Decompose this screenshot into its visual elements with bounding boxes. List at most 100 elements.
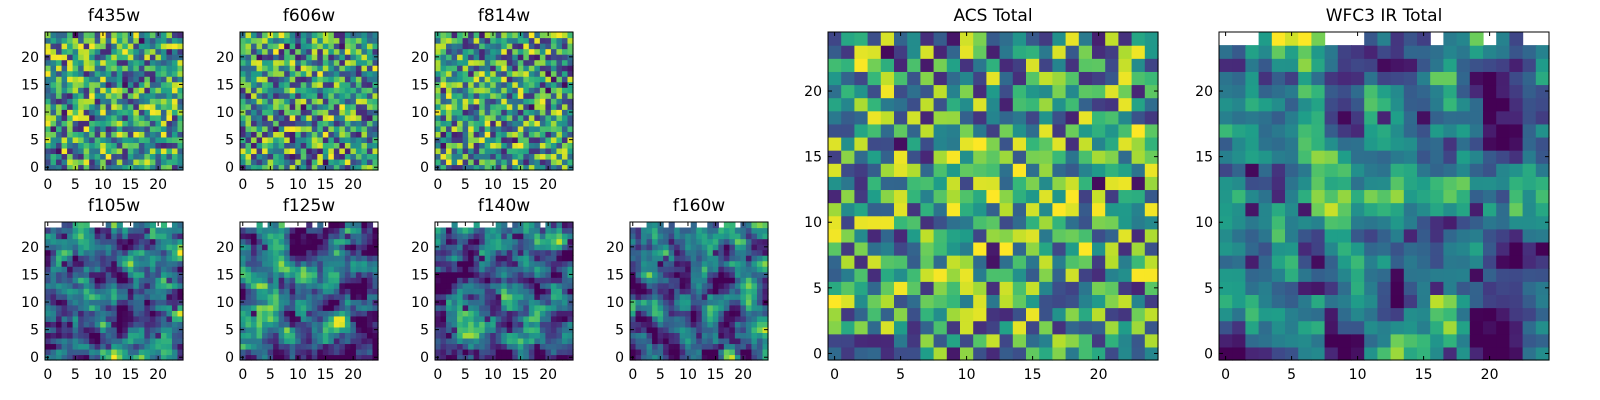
heatmap-cell — [72, 125, 79, 132]
heatmap-cell — [273, 288, 280, 295]
heatmap-cell — [490, 37, 497, 44]
heatmap-cell — [111, 321, 118, 328]
heatmap-cell — [561, 244, 569, 251]
heatmap-cell — [251, 158, 258, 166]
heatmap-cell — [273, 48, 280, 55]
heatmap-cell — [56, 337, 63, 345]
heatmap-cell — [83, 103, 90, 110]
heatmap-cell — [105, 81, 112, 88]
heatmap-cell — [501, 48, 508, 55]
heatmap-cell — [729, 266, 736, 273]
heatmap-cell — [1105, 241, 1119, 256]
heatmap-cell — [756, 282, 764, 289]
heatmap-cell — [122, 65, 129, 72]
heatmap-cell — [751, 282, 758, 289]
heatmap-cell — [94, 227, 101, 234]
heatmap-cell — [501, 277, 508, 284]
heatmap-cell — [567, 310, 574, 317]
heatmap-cell — [100, 321, 107, 328]
heatmap-cell — [267, 43, 274, 50]
heatmap-cell — [111, 277, 118, 284]
heatmap-cell — [333, 260, 340, 267]
heatmap-cell — [440, 293, 447, 300]
heatmap-cell — [550, 48, 558, 55]
heatmap-cell — [50, 87, 57, 94]
heatmap-cell — [495, 315, 502, 322]
heatmap-cell — [262, 114, 269, 121]
heatmap-cell — [545, 136, 552, 143]
heatmap-cell — [344, 233, 351, 240]
heatmap-cell — [251, 125, 258, 132]
heatmap-cell — [306, 271, 313, 278]
heatmap-cell — [751, 244, 758, 251]
heatmap-cell — [960, 176, 974, 191]
heatmap-cell — [245, 337, 252, 345]
heatmap-cell — [273, 299, 280, 306]
heatmap-cell — [685, 249, 692, 256]
heatmap-cell — [61, 249, 68, 256]
heatmap-cell — [94, 299, 101, 306]
heatmap-cell — [67, 43, 74, 50]
heatmap-cell — [729, 238, 736, 245]
heatmap-cell — [528, 120, 535, 127]
heatmap-cell — [155, 81, 162, 88]
heatmap-cell — [707, 299, 714, 306]
heatmap-cell — [245, 103, 252, 110]
heatmap-cell — [685, 337, 692, 345]
heatmap-cell — [166, 277, 173, 284]
heatmap-cell — [729, 277, 736, 284]
heatmap-cell — [83, 125, 90, 132]
heatmap-cell — [328, 147, 335, 155]
x-tick-label: 15 — [512, 367, 530, 383]
heatmap-cell — [144, 136, 151, 143]
heatmap-cell — [663, 310, 670, 317]
heatmap-cell — [512, 37, 519, 44]
heatmap-cell — [322, 282, 329, 289]
heatmap-cell — [495, 260, 502, 267]
heatmap-cell — [350, 131, 357, 138]
heatmap-cell — [366, 158, 374, 166]
heatmap-cell — [729, 299, 736, 306]
heatmap-cell — [679, 337, 686, 345]
heatmap-cell — [534, 233, 541, 240]
heatmap-cell — [133, 131, 140, 138]
heatmap-cell — [94, 98, 101, 105]
heatmap-cell — [105, 288, 112, 295]
heatmap-cell — [462, 310, 469, 317]
heatmap-cell — [894, 215, 908, 230]
heatmap-cell — [166, 43, 173, 50]
heatmap-cell — [762, 288, 769, 295]
heatmap-cell — [561, 354, 569, 361]
heatmap-cell — [61, 326, 68, 333]
heatmap-cell — [289, 147, 296, 155]
heatmap-cell — [663, 277, 670, 284]
heatmap-cell — [756, 255, 764, 262]
heatmap-cell — [751, 299, 758, 306]
heatmap-cell — [506, 271, 513, 278]
heatmap-cell — [652, 337, 659, 345]
heatmap-cell — [256, 131, 263, 138]
heatmap-cell — [322, 114, 329, 121]
heatmap-cell — [506, 43, 513, 50]
heatmap-cell — [999, 320, 1014, 335]
heatmap-cell — [89, 238, 96, 245]
heatmap-cell — [512, 277, 519, 284]
heatmap-cell — [556, 32, 563, 39]
heatmap-cell — [372, 43, 379, 50]
heatmap-cell — [501, 227, 508, 234]
heatmap-cell — [740, 343, 747, 350]
heatmap-cell — [355, 249, 363, 256]
heatmap-cell — [245, 277, 252, 284]
heatmap-cell — [679, 282, 686, 289]
heatmap-cell — [72, 147, 79, 155]
heatmap-cell — [100, 233, 107, 240]
heatmap-cell — [550, 293, 558, 300]
heatmap-cell — [854, 163, 869, 177]
heatmap-cell — [545, 76, 552, 83]
heatmap-cell — [278, 282, 285, 289]
heatmap-cell — [663, 288, 670, 295]
heatmap-cell — [166, 136, 173, 143]
heatmap-cell — [94, 32, 101, 39]
heatmap-cell — [317, 260, 324, 267]
heatmap-cell — [534, 343, 541, 350]
